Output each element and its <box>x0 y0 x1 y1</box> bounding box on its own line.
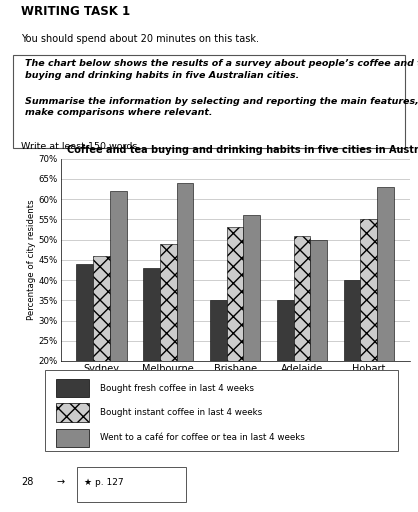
Text: Went to a café for coffee or tea in last 4 weeks: Went to a café for coffee or tea in last… <box>100 434 305 442</box>
Bar <box>56 403 89 422</box>
Bar <box>177 183 194 442</box>
Text: The chart below shows the results of a survey about people’s coffee and tea
buyi: The chart below shows the results of a s… <box>25 59 418 80</box>
Bar <box>310 240 327 442</box>
Bar <box>160 244 177 442</box>
Y-axis label: Percentage of city residents: Percentage of city residents <box>27 200 36 320</box>
Bar <box>210 300 227 442</box>
Bar <box>227 227 243 442</box>
Title: Coffee and tea buying and drinking habits in five cities in Australia: Coffee and tea buying and drinking habit… <box>67 145 418 155</box>
Text: Bought fresh coffee in last 4 weeks: Bought fresh coffee in last 4 weeks <box>100 383 254 393</box>
Text: WRITING TASK 1: WRITING TASK 1 <box>21 5 130 18</box>
Text: Bought instant coffee in last 4 weeks: Bought instant coffee in last 4 weeks <box>100 408 262 417</box>
Text: →: → <box>56 477 64 487</box>
Bar <box>56 429 89 447</box>
Bar <box>360 220 377 442</box>
Text: Write at least 150 words.: Write at least 150 words. <box>21 142 140 152</box>
Bar <box>77 467 186 502</box>
Bar <box>344 280 360 442</box>
Bar <box>277 300 293 442</box>
Text: Summarise the information by selecting and reporting the main features, and
make: Summarise the information by selecting a… <box>25 97 418 117</box>
Bar <box>293 236 310 442</box>
Text: You should spend about 20 minutes on this task.: You should spend about 20 minutes on thi… <box>21 34 259 45</box>
Bar <box>377 187 394 442</box>
Bar <box>93 256 110 442</box>
Bar <box>76 264 93 442</box>
Bar <box>13 55 405 148</box>
Text: 28: 28 <box>21 477 33 487</box>
Bar <box>243 216 260 442</box>
Bar <box>110 191 127 442</box>
Bar <box>56 379 89 397</box>
Text: ★ p. 127: ★ p. 127 <box>84 478 123 487</box>
Bar <box>143 268 160 442</box>
